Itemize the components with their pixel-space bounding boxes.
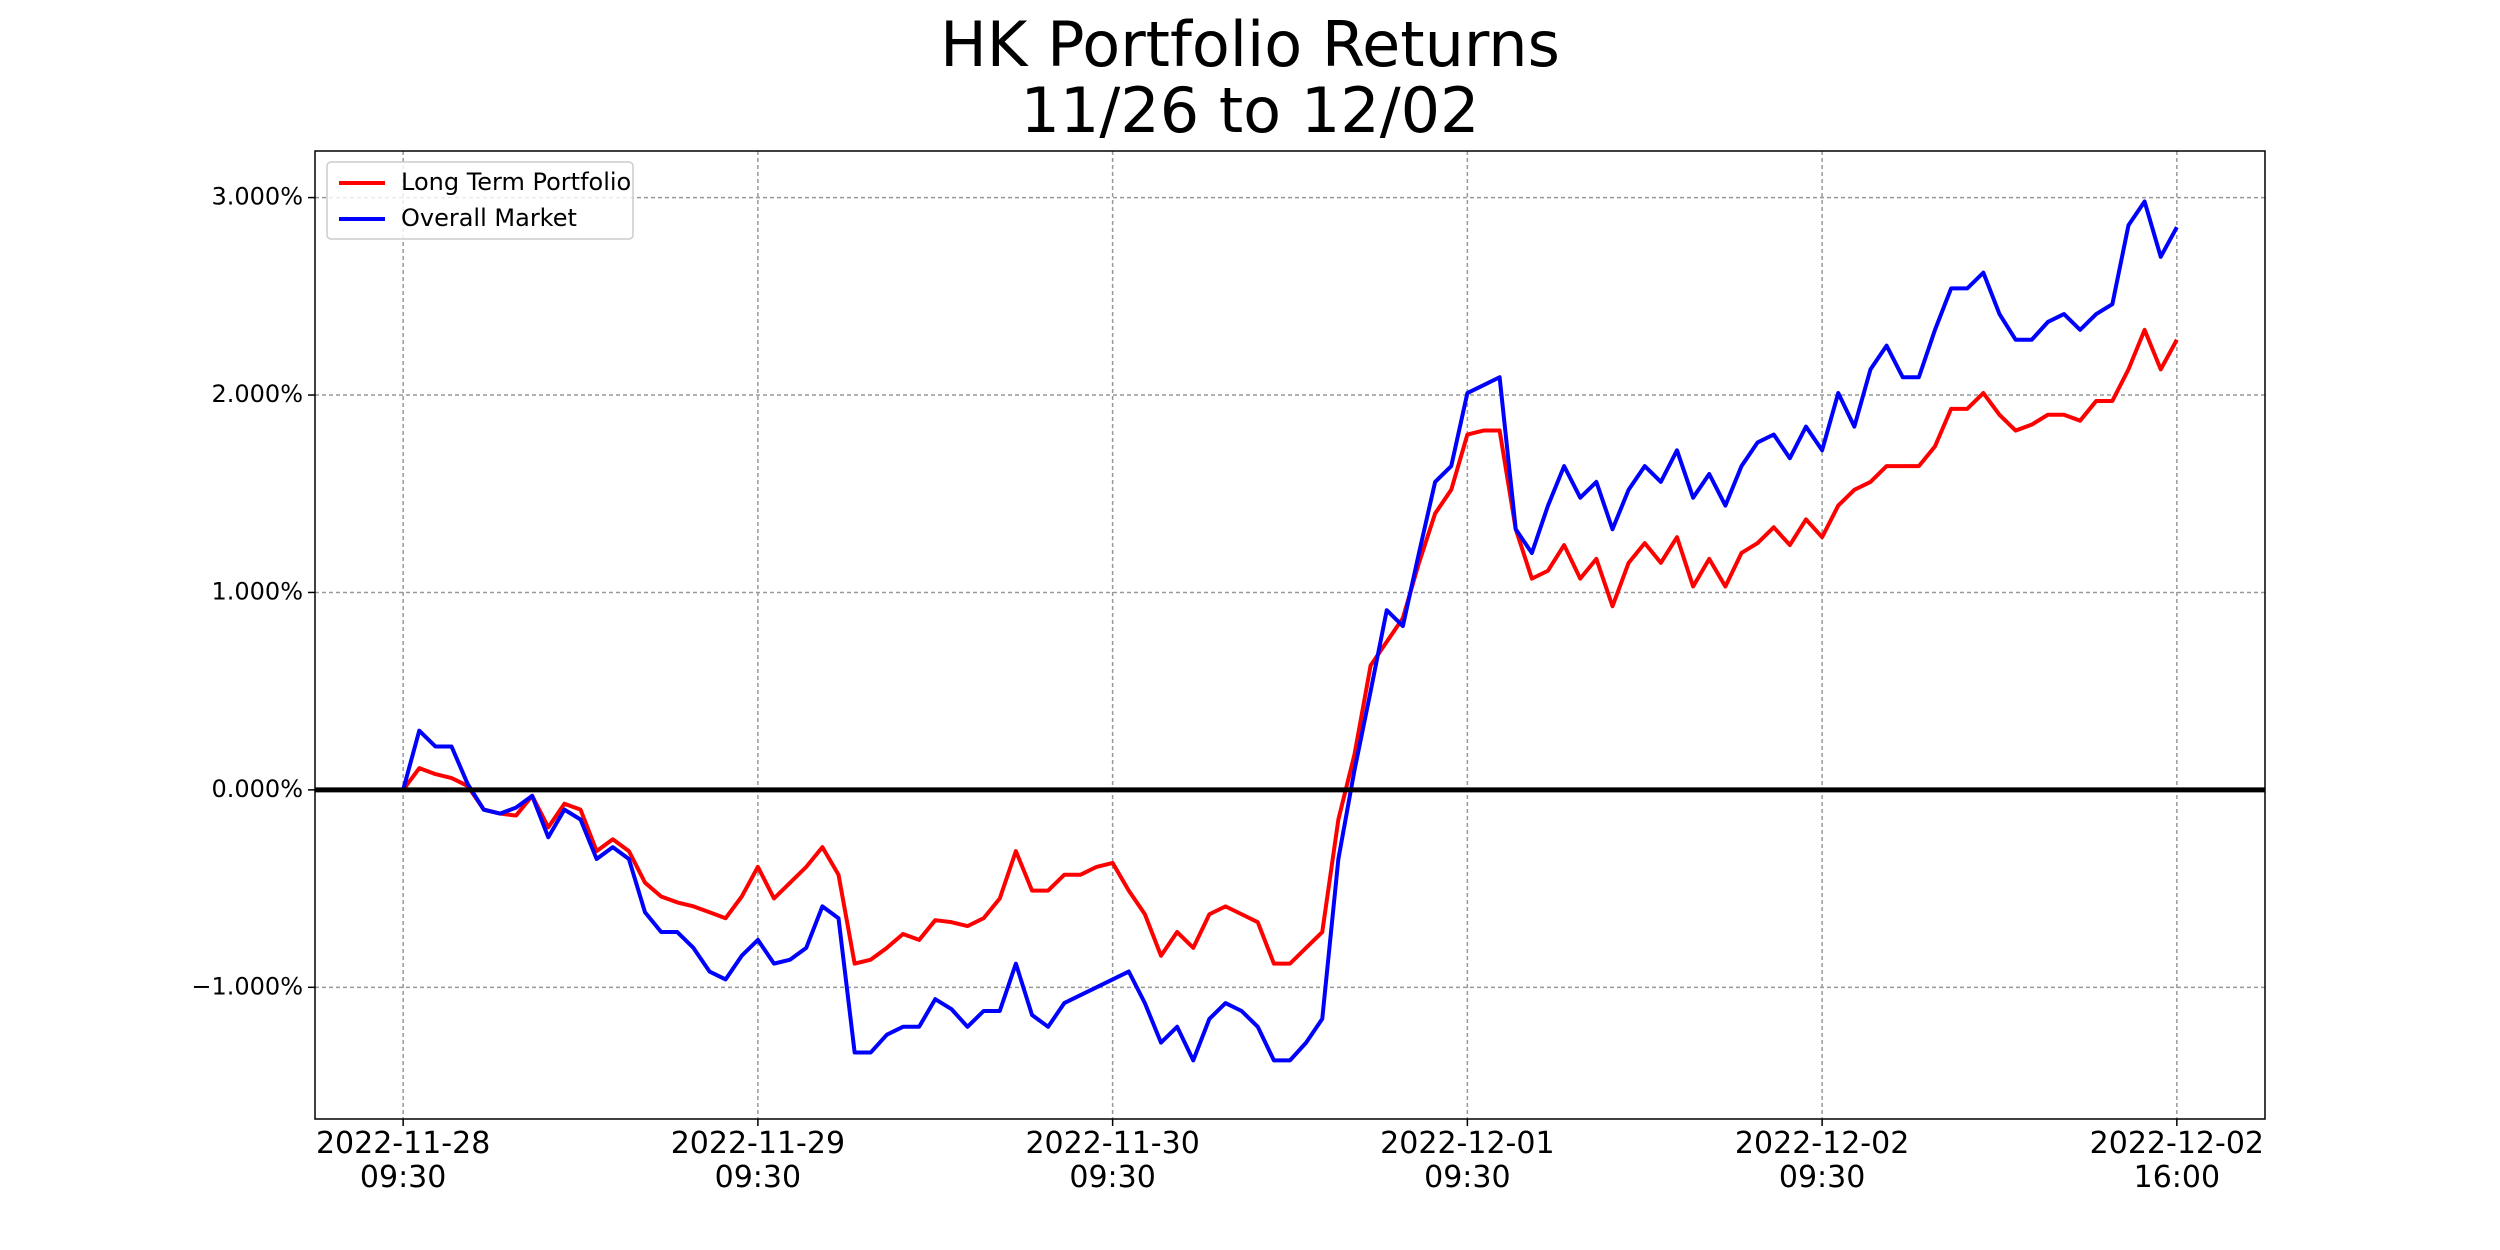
plot-frame xyxy=(314,150,2266,1120)
legend-box xyxy=(326,161,634,240)
x-tick-label: 2022-12-01 09:30 xyxy=(1380,1126,1555,1195)
x-tick-label: 2022-11-29 09:30 xyxy=(670,1126,846,1195)
chart-title: HK Portfolio Returns 11/26 to 12/02 xyxy=(940,8,1560,147)
series-line xyxy=(401,327,2179,966)
x-tick-label: 2022-12-02 16:00 xyxy=(2089,1126,2265,1195)
x-tick-label: 2022-11-30 09:30 xyxy=(1025,1126,1200,1195)
y-tick-label: 3.000% xyxy=(211,183,303,211)
y-tick-label: 0.000% xyxy=(211,775,303,803)
y-tick-label: 2.000% xyxy=(211,380,303,408)
y-tick-label: 1.000% xyxy=(211,577,303,605)
legend-label: Long Term Portfolio xyxy=(401,168,631,196)
legend-label: Overall Market xyxy=(401,204,577,232)
x-tick-label: 2022-11-28 09:30 xyxy=(315,1126,491,1195)
y-tick-label: −1.000% xyxy=(191,972,303,1000)
x-tick-label: 2022-12-02 09:30 xyxy=(1734,1126,1910,1195)
series-line xyxy=(401,199,2179,1063)
